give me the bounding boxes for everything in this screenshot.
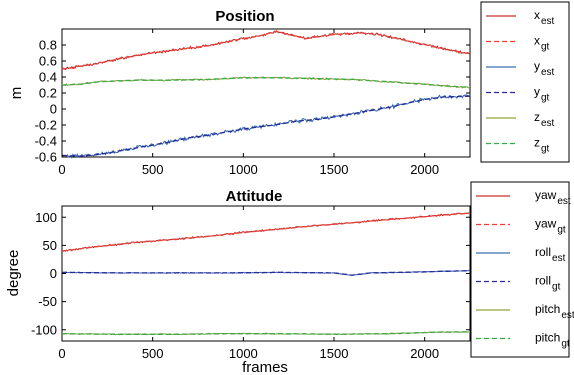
y-tick-label: 100 xyxy=(35,210,57,225)
legend-label-y-est: yest xyxy=(534,59,555,78)
legend-label-sub: gt xyxy=(561,339,570,350)
legend-label-main: z xyxy=(534,110,540,124)
legend-label-sub: gt xyxy=(541,42,550,53)
position-y-axis-label: m xyxy=(8,87,25,100)
legend-label-main: yaw xyxy=(535,188,557,202)
y-tick-label: 0.2 xyxy=(39,86,57,101)
legend-label-z-est: zest xyxy=(534,110,555,129)
legend-label-main: x xyxy=(534,34,540,48)
legend-label-sub: est xyxy=(541,67,555,78)
series-line-yaw-gt xyxy=(61,212,471,252)
legend-label-sub: gt xyxy=(541,93,550,104)
y-tick-label: -100 xyxy=(31,322,57,337)
legend-label-x-est: xest xyxy=(534,8,555,27)
position-chart: Position 0 500 1000 1500 2000 -0.6-0.4-0.200… xyxy=(8,1,570,177)
legend-label-main: x xyxy=(534,8,540,22)
legend-label-main: pitch xyxy=(535,331,560,345)
series-line-z-gt xyxy=(62,77,471,89)
legend-label-pitch-gt: pitchgt xyxy=(535,331,570,350)
legend-label-roll-est: rollest xyxy=(535,245,566,264)
legend-label-main: roll xyxy=(535,274,551,288)
y-tick-label: -0.2 xyxy=(35,118,57,133)
y-tick-label: 0 xyxy=(50,102,57,117)
attitude-legend-box xyxy=(470,181,570,358)
legend-label-yaw-est: yawest xyxy=(535,188,571,207)
legend-label-y-gt: ygt xyxy=(534,85,550,104)
legend-label-main: yaw xyxy=(535,217,557,231)
y-tick-label: 0.8 xyxy=(39,38,57,53)
x-tick-label: 500 xyxy=(142,162,164,177)
x-tick-label: 1000 xyxy=(229,346,258,361)
series-line-y-gt xyxy=(62,95,470,157)
y-tick-label: -0.4 xyxy=(35,134,57,149)
y-tick-label: 50 xyxy=(43,238,57,253)
position-y-ticks: -0.6-0.4-0.200.20.40.60.8 xyxy=(35,38,470,165)
legend-label-sub: est xyxy=(541,16,555,27)
legend-label-sub: est xyxy=(557,196,571,207)
x-tick-label: 1500 xyxy=(320,346,349,361)
x-tick-label: 1500 xyxy=(320,162,349,177)
legend-label-roll-gt: rollgt xyxy=(535,274,561,293)
legend-label-sub: gt xyxy=(557,225,566,236)
y-tick-label: -50 xyxy=(38,294,57,309)
legend-label-yaw-gt: yawgt xyxy=(535,217,566,236)
legend-label-pitch-est: pitchest xyxy=(535,302,574,321)
legend-label-main: y xyxy=(534,85,540,99)
y-tick-label: 0 xyxy=(50,266,57,281)
legend-label-sub: est xyxy=(541,118,555,129)
attitude-x-ticks: 0 500 1000 1500 2000 xyxy=(58,206,439,361)
series-line-pitch-gt xyxy=(62,331,470,335)
legend-label-main: roll xyxy=(535,245,551,259)
attitude-y-ticks: -100 -50 0 50 100 xyxy=(31,210,470,337)
position-legend-box xyxy=(480,1,570,163)
attitude-y-axis-label: degree xyxy=(5,250,22,297)
x-tick-label: 500 xyxy=(142,346,164,361)
y-tick-label: -0.6 xyxy=(35,150,57,165)
legend-label-sub: est xyxy=(561,310,574,321)
attitude-x-axis-label: frames xyxy=(242,359,288,375)
x-tick-label: 2000 xyxy=(410,346,439,361)
legend-label-main: pitch xyxy=(535,302,560,316)
legend-label-sub: est xyxy=(552,253,566,264)
position-x-ticks: 0 500 1000 1500 2000 xyxy=(58,29,439,177)
attitude-chart: Attitude 0 500 1000 1500 2000 -100-50050100 … xyxy=(5,181,574,375)
legend-label-z-gt: zgt xyxy=(534,136,550,155)
legend-label-sub: gt xyxy=(541,144,550,155)
position-title: Position xyxy=(215,8,274,25)
legend-label-sub: gt xyxy=(552,282,561,293)
legend-label-main: y xyxy=(534,59,540,73)
x-tick-label: 0 xyxy=(58,162,65,177)
attitude-title: Attitude xyxy=(226,188,283,205)
x-tick-label: 0 xyxy=(58,346,65,361)
series-line-roll-gt xyxy=(62,270,470,276)
y-tick-label: 0.6 xyxy=(39,54,57,69)
legend-label-x-gt: xgt xyxy=(534,34,550,53)
legend-label-main: z xyxy=(534,136,540,150)
series-line-x-gt xyxy=(61,30,471,70)
x-tick-label: 1000 xyxy=(229,162,258,177)
position-series xyxy=(61,29,471,159)
position-plot-area xyxy=(61,28,471,158)
attitude-series xyxy=(61,212,471,336)
x-tick-label: 2000 xyxy=(410,162,439,177)
y-tick-label: 0.4 xyxy=(39,70,57,85)
